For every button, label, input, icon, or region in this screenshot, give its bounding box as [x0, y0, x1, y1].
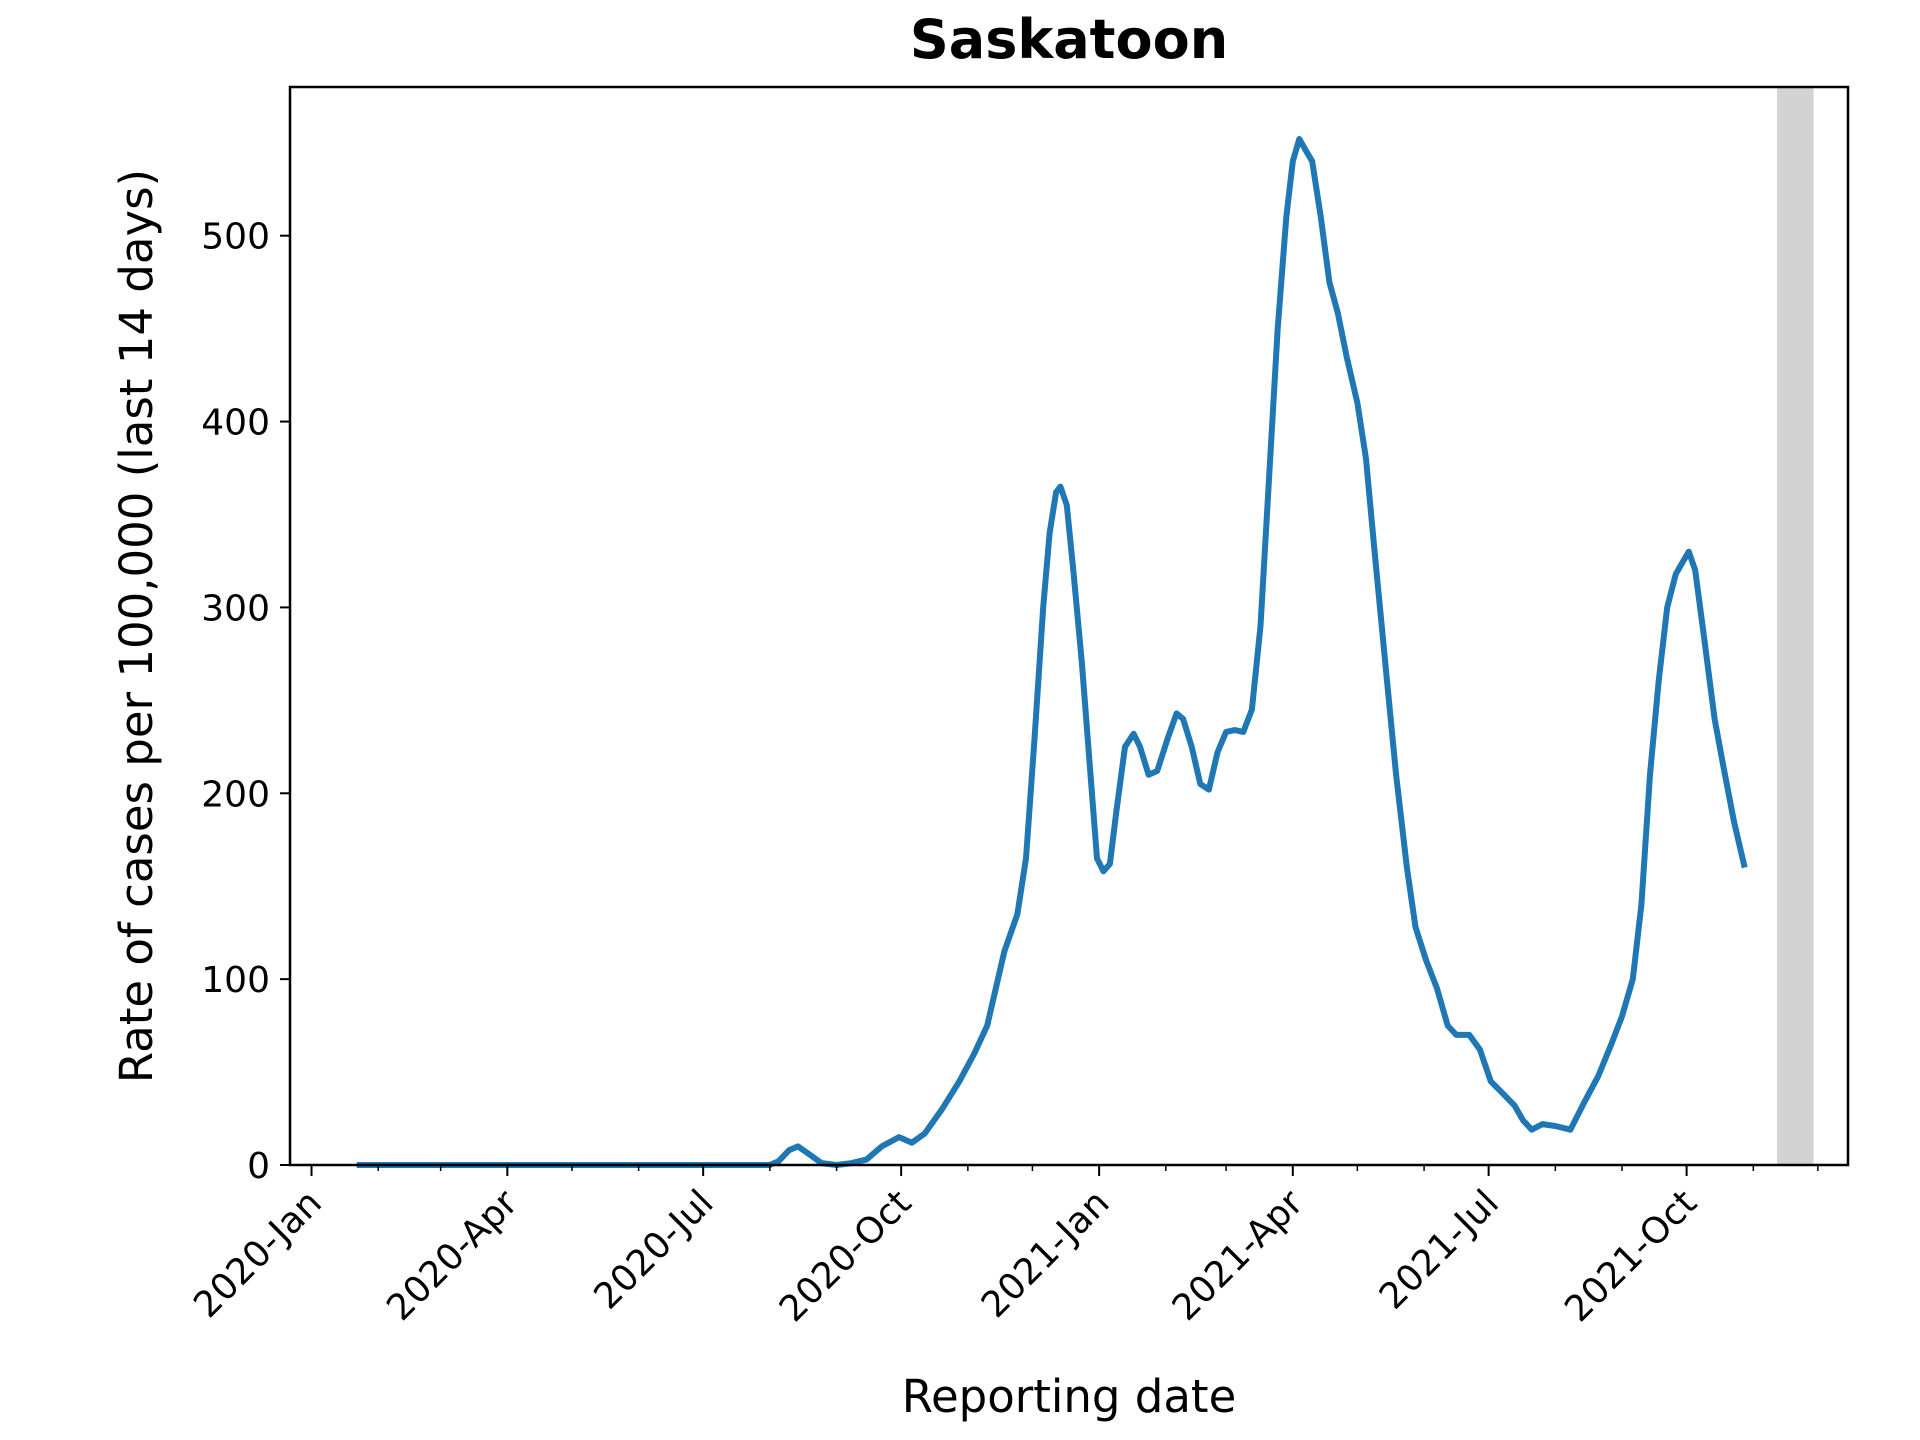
y-tick-label: 400 — [201, 403, 270, 444]
y-tick-label: 300 — [201, 588, 270, 629]
plot-area — [288, 85, 1850, 1168]
y-tick-label: 0 — [247, 1146, 270, 1187]
y-axis: 0 100 200 300 400 500 — [201, 217, 290, 1187]
shaded-region — [1776, 87, 1814, 1165]
series-line-1 — [356, 136, 1748, 1168]
line-layer — [356, 136, 1748, 1168]
axes-frame — [288, 85, 1850, 1167]
y-tick-label: 500 — [201, 217, 270, 258]
y-axis-label: Rate of cases per 100,000 (last 14 days) — [110, 169, 163, 1083]
shade-layer — [1776, 87, 1814, 1165]
chart-title: Saskatoon — [910, 8, 1228, 71]
y-tick-label: 100 — [201, 960, 270, 1001]
x-axis-label: Reporting date — [902, 1370, 1237, 1423]
y-tick-label: 200 — [201, 774, 270, 815]
